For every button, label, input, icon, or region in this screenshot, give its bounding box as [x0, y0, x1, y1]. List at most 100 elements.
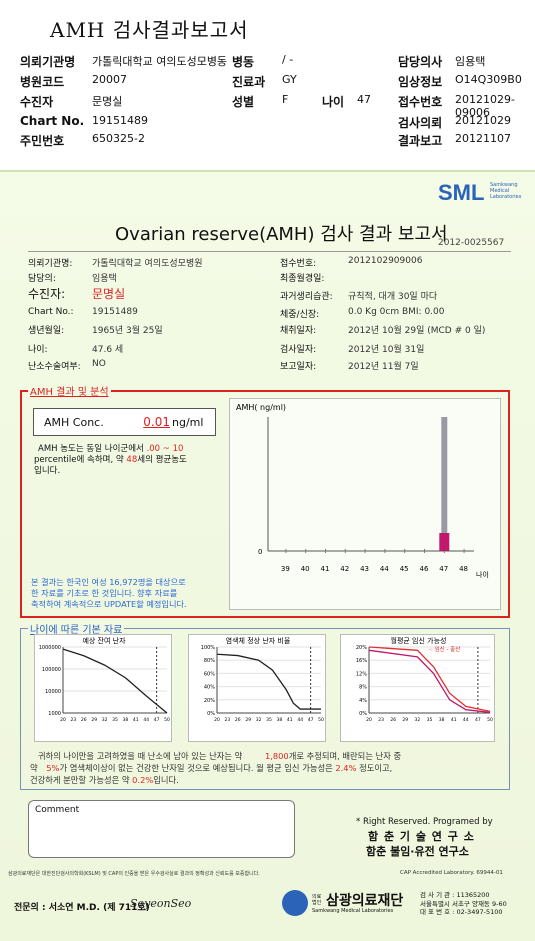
field-label: 난소수술여부: [28, 362, 81, 372]
amh-conc-label: AMH Conc. [44, 416, 104, 429]
sml-logo-sub: Samkwang Medical Laboratories [490, 182, 522, 200]
x-tick-label: 47 [308, 717, 314, 723]
x-tick-label: 40 [301, 565, 310, 573]
header-label: 병동 [232, 55, 255, 69]
amh-conc-unit: ng/ml [172, 416, 204, 429]
header-value: / - [282, 53, 294, 66]
y-tick-label: 100000 [42, 667, 61, 673]
x-tick-label: 23 [225, 717, 231, 723]
amh-conc-value: 0.01 [143, 415, 170, 429]
accreditation-note: 삼광의료재단은 대한진단검사의학회(KSLM) 및 CAP의 인증을 받은 우수… [8, 871, 260, 877]
x-tick-label: 50 [164, 717, 170, 723]
foundation-logo-icon [282, 890, 308, 916]
field-label: 수진자: [28, 287, 66, 301]
x-tick-label: 45 [400, 565, 409, 573]
header-value: 650325-2 [92, 132, 145, 145]
x-tick-label: 39 [281, 565, 290, 573]
field-label: 검사일자: [280, 345, 317, 355]
header-title: AMH 검사결과보고서 [50, 18, 249, 42]
field-label: 접수번호: [280, 259, 317, 269]
y-tick-label: 1000000 [39, 645, 61, 651]
foundation-name-en: Samkwang Medical Laboratories [312, 908, 394, 914]
x-tick-label: 26 [390, 717, 396, 723]
field-label: 나이: [28, 345, 48, 355]
header-value: 20007 [92, 73, 127, 86]
x-tick-label: 38 [277, 717, 283, 723]
y-tick-label: 12% [356, 671, 367, 677]
field-label: 체중/신장: [280, 310, 320, 320]
age-range-bar [441, 417, 448, 533]
y-tick-label: 10000 [45, 689, 61, 695]
header-label: 임상정보 [398, 75, 443, 89]
y-tick-label: 40% [204, 685, 215, 691]
header-label: 수진자 [20, 95, 54, 109]
x-tick-label: 47 [475, 717, 481, 723]
field-value: NO [92, 359, 106, 369]
report-sheet: SML Samkwang Medical Laboratories Ovarian … [0, 170, 535, 941]
y-tick-label: 0% [207, 711, 215, 717]
field-value: 2012년 11월 7일 [348, 362, 419, 372]
header-value: 20121029-09006 [455, 93, 515, 119]
x-tick-label: 48 [459, 565, 468, 573]
x-tick-label: 41 [451, 717, 457, 723]
comment-box: Comment [28, 800, 295, 858]
cap-accreditation: CAP Accredited Laboratory. 69944-01 [400, 870, 503, 876]
x-tick-label: 44 [297, 717, 303, 723]
x-tick-label: 35 [112, 717, 118, 723]
series-line [368, 646, 491, 712]
x-tick-label: 46 [420, 565, 429, 573]
x-tick-label: 41 [133, 717, 139, 723]
header-value: GY [282, 73, 297, 86]
x-tick-label: 20 [366, 717, 372, 723]
header-label: Chart No. [20, 114, 85, 128]
amh-conc-box: AMH Conc. 0.01 ng/ml [33, 408, 216, 436]
x-tick-label: 38 [123, 717, 129, 723]
header-label: 결과보고 [398, 134, 443, 148]
age-section [20, 628, 510, 790]
header-value: F [282, 93, 289, 106]
series-line [216, 653, 321, 710]
x-tick-label: 50 [318, 717, 324, 723]
age-summary: 귀하의 나이만을 고려하였을 때 난소에 남아 있는 난자는 약 1,800개로… [30, 751, 402, 785]
field-label: 과거생리습관: [280, 292, 333, 302]
contact-info: 검 사 기 관 : 11365200 서울특별시 서초구 양재동 9-60 대 … [420, 891, 507, 916]
x-tick-label: 20 [60, 717, 66, 723]
foundation-type: 의료 법인 [312, 894, 322, 906]
amh-chart: AMH( ng/ml) 0 39 40 41 42 43 44 45 46 47 48 나이 [229, 398, 501, 610]
x-tick-label: 47 [154, 717, 160, 723]
field-label: 생년월일: [28, 326, 65, 336]
report-number: 2012-0025567 [438, 238, 505, 248]
x-tick-label: 42 [340, 565, 349, 573]
header-value: 47 [357, 93, 371, 106]
field-value: 2012년 10월 29일 (MCD # 0 일) [348, 326, 486, 336]
chart-legend: -: 임신 - 출산 [429, 645, 460, 653]
header-label: 병원코드 [20, 75, 65, 89]
header-label: 의뢰기관명 [20, 55, 76, 69]
series-line [368, 649, 491, 713]
field-label: 담당의: [28, 274, 56, 284]
amh-analysis: AMH 농도는 동일 나이군에서 .00 ~ 10 percentile에 속하… [34, 444, 187, 476]
x-tick-label: 35 [266, 717, 272, 723]
y-tick-label: 0 [258, 548, 262, 556]
y-tick-label: 20% [204, 698, 215, 704]
x-tick-label: 26 [235, 717, 241, 723]
amh-section-title: AMH 결과 및 분석 [28, 383, 111, 398]
eggs-chart: 1000000 100000 10000 1000 20 23 26 29 32 35 38 41 44… [34, 634, 172, 742]
y-tick-label: 80% [204, 658, 215, 664]
header-label: 검사의뢰 [398, 116, 443, 130]
x-tick-label: 44 [143, 717, 149, 723]
header-value: 문명실 [92, 95, 123, 108]
amh-note: 본 결과는 한국인 여성 16,972명을 대상으로 한 자료를 기초로 한 것… [31, 577, 187, 609]
pregnancy-chart: 20% 16% 12% 8% 4% 0% 20 23 26 29 32 35 38 41 44 47 50 월평균… [340, 634, 495, 742]
amh-chart-ylabel: AMH( ng/ml) [236, 403, 286, 412]
y-tick-label: 60% [204, 671, 215, 677]
x-tick-label: 29 [402, 717, 408, 723]
signature: SoyeonSeo [130, 897, 192, 910]
header-label: 접수번호 [398, 95, 443, 109]
x-tick-label: 29 [245, 717, 251, 723]
y-tick-label: 0% [359, 711, 367, 717]
amh-section [20, 390, 510, 618]
y-tick-label: 100% [201, 645, 216, 651]
y-tick-label: 20% [356, 645, 367, 651]
series-line [62, 648, 168, 714]
